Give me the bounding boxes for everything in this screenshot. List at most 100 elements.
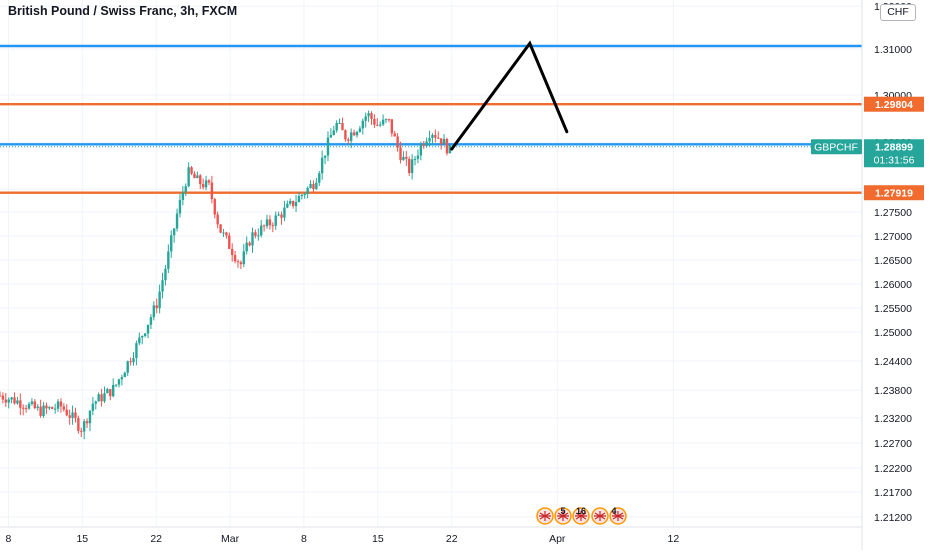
y-tick-label: 1.27500 [874, 207, 912, 219]
candle-up [164, 268, 167, 281]
candle-down [390, 119, 394, 134]
candle-down [254, 232, 257, 236]
candle-down [396, 136, 399, 148]
candle-up [416, 155, 420, 159]
candle-down [129, 361, 132, 363]
candle-down [248, 242, 251, 246]
candle-up [88, 410, 92, 424]
support-orange-label: 1.27919 [875, 188, 913, 200]
candle-up [149, 317, 153, 325]
candle-up [306, 187, 309, 194]
candle-up [143, 333, 147, 337]
candle-up [152, 305, 156, 318]
level-lines-layer [0, 44, 862, 194]
y-tick-label: 1.24400 [874, 356, 912, 368]
candle-up [242, 251, 245, 265]
candle-down [219, 224, 222, 233]
candle-down [347, 139, 350, 141]
candle-down [352, 132, 356, 136]
x-tick-label: 22 [150, 533, 162, 545]
candle-up [245, 242, 248, 252]
projection-path [450, 40, 569, 151]
candle-up [303, 193, 306, 195]
candle-up [123, 372, 127, 378]
candle-up [117, 379, 121, 385]
candle-up [138, 337, 141, 344]
candle-up [335, 123, 338, 131]
candle-down [51, 407, 54, 409]
candle-up [178, 199, 182, 214]
y-tick-label: 1.22200 [874, 463, 912, 475]
candle-down [312, 183, 315, 190]
candle-up [309, 183, 312, 188]
candle-up [172, 228, 176, 236]
candle-up [103, 393, 106, 402]
candle-up [187, 167, 190, 187]
candle-up [265, 219, 269, 227]
candle-up [71, 412, 74, 418]
candle-up [300, 194, 304, 196]
candle-down [434, 134, 437, 138]
candle-up [167, 251, 170, 269]
symbol-badge: GBPCHF [814, 142, 858, 154]
candle-up [274, 215, 277, 226]
y-tick-label: 1.21200 [874, 512, 912, 524]
candle-up [428, 137, 431, 142]
candle-up [161, 280, 164, 292]
y-tick-label: 1.22700 [874, 438, 912, 450]
candle-up [91, 403, 95, 411]
candle-up [10, 397, 13, 400]
support-orange-label-bg [864, 185, 924, 201]
y-tick-label: 1.25000 [874, 327, 912, 339]
x-tick-label: Mar [221, 533, 240, 545]
candle-down [228, 235, 231, 249]
candle-down [74, 412, 77, 419]
candle-down [68, 415, 71, 418]
y-tick-label: 1.31000 [874, 44, 912, 56]
event-count-label: 16 [576, 506, 586, 516]
uk-flag-icon [594, 511, 606, 521]
candle-up [448, 145, 452, 154]
candle-up [349, 132, 353, 141]
candle-up [27, 404, 31, 409]
candle-down [271, 225, 275, 227]
candle-up [36, 406, 39, 409]
candle-down [201, 184, 205, 188]
candle-down [85, 421, 89, 424]
events-layer: 5 16 4 [536, 506, 627, 525]
event-count-label: 4 [611, 506, 616, 516]
candle-up [413, 158, 417, 160]
candle-down [225, 232, 228, 236]
candle-down [1, 395, 5, 400]
candle-up [419, 144, 423, 156]
candle-down [4, 399, 8, 403]
candle-down [405, 156, 408, 159]
candle-down [19, 400, 22, 408]
candle-down [213, 199, 216, 215]
candle-up [379, 124, 382, 126]
candle-down [291, 200, 295, 207]
candle-up [196, 175, 199, 179]
candle-down [22, 407, 25, 409]
candle-up [106, 389, 109, 394]
candle-down [59, 401, 63, 407]
candle-down [109, 389, 112, 397]
candle-up [431, 134, 434, 138]
candle-up [289, 200, 292, 204]
candle-down [199, 175, 202, 185]
candle-up [355, 131, 359, 136]
bar-countdown: 01:31:56 [874, 155, 915, 167]
candle-up [56, 401, 60, 409]
uk-flag-icon [557, 511, 569, 521]
candle-up [384, 119, 388, 121]
candle-up [170, 235, 173, 252]
x-tick-label: 8 [6, 533, 12, 545]
y-tick-label: 1.23200 [874, 413, 912, 425]
candle-up [318, 173, 321, 183]
candle-up [367, 113, 370, 117]
candle-up [30, 401, 34, 405]
candle-down [80, 430, 83, 432]
currency-badge[interactable]: CHF [880, 4, 916, 21]
